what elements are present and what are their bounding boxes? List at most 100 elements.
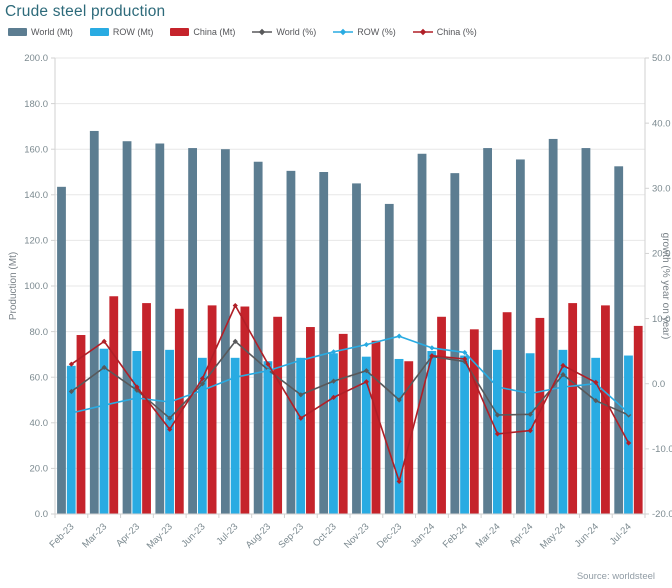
point-china-Nov-23 [363, 379, 369, 385]
point-china-Jun-23 [199, 375, 206, 382]
left-tick-label: 0.0 [35, 509, 48, 520]
point-row-Mar-23 [101, 402, 107, 408]
point-china-Aug-23 [265, 361, 271, 367]
legend-bar-swatch [170, 28, 190, 36]
bar-china-mt-Jan-24 [437, 316, 446, 514]
point-china-Sep-23 [298, 415, 304, 421]
bar-world-mt-Sep-23 [286, 170, 296, 515]
bar-china-mt-May-24 [568, 303, 578, 514]
point-row-Oct-23 [331, 349, 337, 355]
x-axis-ticks: Feb-23 Mar-23 Apr-23 May-23 Jun-23 Jul-23 Aug-… [47, 514, 646, 552]
point-row-Feb-24 [462, 349, 468, 356]
left-tick-label: 60.0 [30, 372, 49, 383]
bar-china-mt-Feb-23 [76, 335, 86, 514]
point-china-May-24 [560, 362, 566, 369]
bar-row-mt-May-24 [558, 349, 568, 514]
point-row-Nov-23 [363, 342, 369, 348]
right-tick-label: -20.0 [652, 509, 672, 520]
legend-item-china-mt[interactable]: China (Mt) [170, 27, 235, 37]
bar-china-mt-Apr-23 [142, 303, 151, 514]
left-tick-label: 200.0 [24, 53, 48, 64]
point-row-Feb-23 [68, 410, 74, 416]
bar-world-mt-Jul-23 [220, 149, 230, 514]
x-tick-label-May-23: May-23 [145, 521, 175, 551]
x-tick-label-Feb-23: Feb-23 [47, 521, 76, 550]
bar-china-mt-Dec-23 [404, 361, 414, 514]
x-tick-label-Mar-23: Mar-23 [80, 521, 109, 550]
bar-world-mt-Mar-23 [89, 130, 99, 514]
left-tick-label: 140.0 [24, 190, 48, 201]
point-china-Oct-23 [331, 394, 337, 400]
left-tick-label: 120.0 [24, 236, 48, 247]
point-china-Feb-24 [462, 356, 468, 362]
point-china-Apr-24 [527, 428, 533, 434]
bar-world-mt-Nov-23 [352, 183, 361, 514]
x-tick-label-Jul-23: Jul-23 [214, 521, 240, 547]
bar-world-mt-Dec-23 [384, 203, 394, 515]
legend-label: ROW (%) [357, 27, 396, 37]
bar-row-mt-Feb-23 [66, 365, 76, 514]
point-world-May-24 [560, 371, 566, 378]
point-world-Sep-23 [298, 392, 304, 398]
bar-china-mt-Feb-24 [469, 329, 479, 514]
left-tick-label: 20.0 [30, 464, 49, 475]
bar-world-mt-Oct-23 [319, 172, 329, 514]
point-row-Apr-24 [527, 390, 533, 397]
bar-china-mt-Jun-24 [601, 305, 610, 514]
x-tick-label-Jul-24: Jul-24 [608, 521, 634, 547]
point-china-Jan-24 [429, 353, 435, 359]
legend-bar-swatch [8, 28, 27, 36]
bar-row-mt-Jun-24 [591, 357, 601, 514]
left-tick-label: 80.0 [30, 327, 49, 338]
chart-title: Crude steel production [5, 3, 166, 20]
bar-china-mt-Sep-23 [306, 327, 315, 514]
x-tick-label-Nov-23: Nov-23 [342, 521, 371, 550]
point-world-Nov-23 [363, 368, 369, 374]
point-row-Sep-23 [298, 357, 304, 363]
left-tick-label: 40.0 [30, 418, 49, 429]
point-china-Jun-24 [593, 379, 599, 386]
x-tick-label-Apr-23: Apr-23 [114, 521, 142, 549]
legend-item-world[interactable]: World (%) [252, 27, 316, 37]
right-axis-ticks: -20.0 -10.0 0.0 10.0 20.0 30.0 40.0 50.0 [645, 53, 672, 520]
x-tick-label-Aug-23: Aug-23 [244, 521, 273, 550]
bar-row-mt-Nov-23 [361, 356, 371, 514]
point-china-Dec-23 [396, 478, 402, 485]
bar-world-mt-Mar-24 [483, 148, 492, 514]
bar-row-mt-Sep-23 [296, 357, 306, 514]
legend-item-china[interactable]: China (%) [412, 27, 477, 37]
legend-item-world-mt[interactable]: World (Mt) [8, 27, 73, 37]
bar-world-mt-Jul-24 [614, 166, 624, 515]
right-tick-label: -10.0 [652, 444, 672, 455]
bar-china-mt-Nov-23 [371, 340, 381, 514]
legend-label: World (%) [276, 27, 317, 37]
right-tick-label: 30.0 [652, 183, 671, 194]
bar-world-mt-May-23 [155, 143, 165, 514]
point-row-Jul-24 [626, 410, 632, 416]
point-row-Apr-23 [134, 395, 140, 401]
right-axis-title: growth (% year on year) [660, 233, 671, 340]
bar-series-world-mt [57, 130, 624, 515]
bar-china-mt-Jun-23 [207, 305, 217, 514]
legend-line-swatch [412, 28, 433, 36]
legend-item-row[interactable]: ROW (%) [333, 27, 396, 37]
bar-row-mt-Jul-23 [230, 357, 240, 514]
line-series-china [68, 302, 632, 485]
point-row-May-24 [560, 384, 566, 390]
point-china-Mar-24 [494, 431, 501, 437]
legend-line-swatch [252, 28, 273, 36]
bar-world-mt-Jun-23 [188, 148, 197, 514]
right-tick-label: 20.0 [652, 249, 671, 260]
bar-china-mt-Aug-23 [273, 316, 283, 514]
x-tick-label-Jan-24: Jan-24 [409, 521, 437, 549]
legend-label: China (%) [436, 27, 477, 37]
left-tick-label: 180.0 [24, 99, 48, 110]
point-china-Feb-23 [68, 361, 74, 367]
bar-world-mt-Apr-23 [122, 141, 132, 514]
legend-bar-swatch [89, 28, 109, 36]
point-world-May-23 [167, 415, 173, 421]
legend-item-row-mt[interactable]: ROW (Mt) [89, 27, 153, 37]
bar-series-china-mt [76, 296, 643, 514]
x-tick-label-May-24: May-24 [538, 521, 568, 551]
